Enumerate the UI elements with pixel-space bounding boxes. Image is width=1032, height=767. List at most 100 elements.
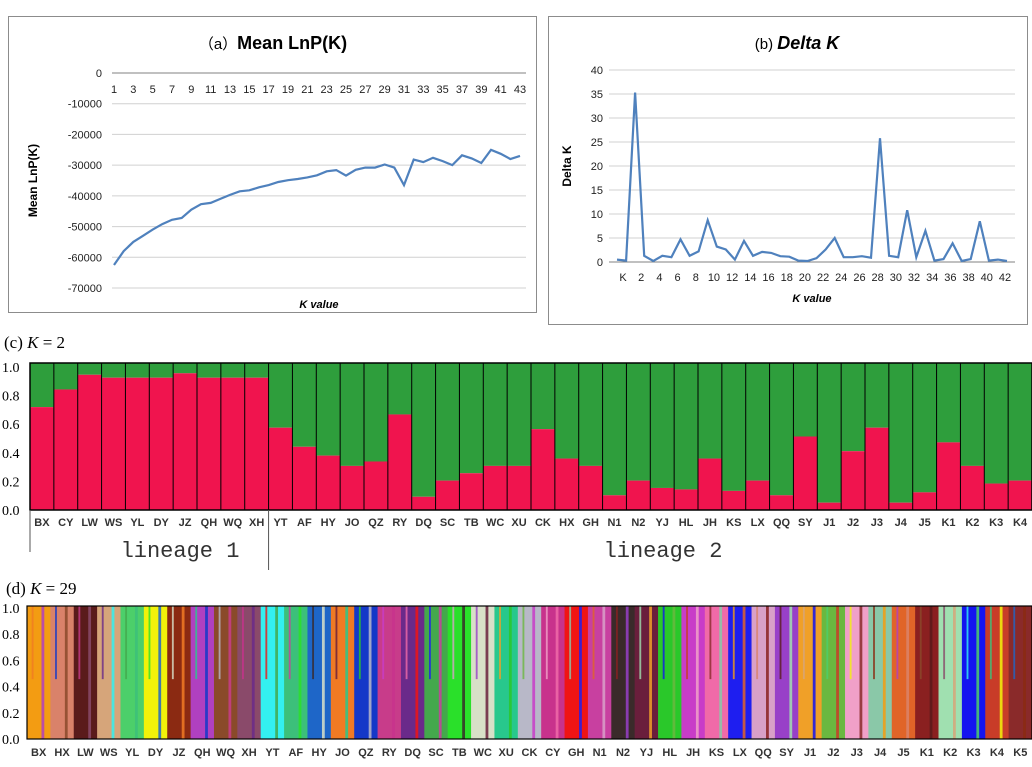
bar-green bbox=[459, 363, 484, 474]
panel-c-k2: (c) K = 2 1.0 0.8 0.6 0.4 0.2 0.0 BX CY LW WS YL DY J… bbox=[0, 328, 1032, 576]
cluster-bar bbox=[97, 606, 121, 739]
x-tick-label: 24 bbox=[835, 272, 847, 284]
cluster-bar-stripe bbox=[101, 606, 104, 680]
cluster-bar-stripe bbox=[429, 606, 431, 680]
panel-title: (d) K = 29 bbox=[6, 579, 77, 598]
cluster-bar-stripe bbox=[709, 606, 712, 680]
bar-red bbox=[30, 407, 55, 510]
cluster-bar bbox=[400, 606, 425, 739]
lineage-2-label: lineage 2 bbox=[604, 539, 723, 564]
cluster-bar bbox=[961, 606, 986, 739]
bar-red bbox=[101, 377, 126, 510]
category-label: SY bbox=[779, 747, 794, 759]
y-tick-label: -50000 bbox=[68, 222, 102, 234]
x-tick-label: 18 bbox=[781, 272, 793, 284]
y-tick-label: -30000 bbox=[68, 160, 102, 172]
bar-green bbox=[769, 363, 794, 496]
x-tick-label: 9 bbox=[188, 84, 194, 96]
category-label: K3 bbox=[989, 517, 1003, 529]
bar-red bbox=[197, 377, 222, 510]
cluster-bar-stripe bbox=[55, 606, 57, 680]
category-label: HX bbox=[54, 747, 70, 759]
panel-a-mean-lnp: （a）Mean LnP(K) 0 -10000 -20000 -30000 -40000 -… bbox=[8, 16, 537, 313]
cluster-bar-stripe bbox=[312, 606, 315, 680]
category-label: JZ bbox=[172, 747, 185, 759]
x-tick-label: 20 bbox=[799, 272, 811, 284]
cluster-bar bbox=[634, 606, 659, 739]
category-label: SC bbox=[440, 517, 455, 529]
bar-red bbox=[960, 465, 985, 510]
cluster-bar-stripe bbox=[639, 606, 642, 680]
x-tick-label: 36 bbox=[944, 272, 956, 284]
cluster-bar-stripe bbox=[392, 606, 395, 739]
cluster-bar-stripe bbox=[242, 606, 244, 680]
y-tick-label: 1.0 bbox=[2, 602, 20, 617]
bar-green bbox=[411, 363, 437, 497]
cluster-bar bbox=[658, 606, 682, 739]
category-label: GH bbox=[582, 517, 599, 529]
x-tick-label: 6 bbox=[675, 272, 681, 284]
cluster-bar bbox=[868, 606, 893, 739]
y-tick-label: -70000 bbox=[68, 283, 102, 295]
cluster-bar-stripe bbox=[195, 606, 198, 680]
category-label: J5 bbox=[897, 747, 909, 759]
x-tick-label: 33 bbox=[417, 84, 429, 96]
cluster-bar-stripe bbox=[625, 606, 629, 739]
cluster-bar-stripe bbox=[649, 606, 652, 739]
bar-green bbox=[793, 363, 818, 437]
x-tick-label: 17 bbox=[263, 84, 275, 96]
bar-green bbox=[197, 363, 222, 378]
bar-green bbox=[316, 363, 341, 456]
cluster-bar-stripe bbox=[812, 606, 816, 739]
category-label: WS bbox=[105, 517, 123, 529]
bar-red bbox=[745, 480, 771, 510]
category-label: K4 bbox=[1013, 517, 1028, 529]
cluster-bar-stripe bbox=[88, 606, 92, 739]
bar-red bbox=[888, 502, 914, 510]
cluster-bar-stripe bbox=[1013, 606, 1016, 680]
cluster-bar-stripe bbox=[321, 606, 325, 739]
bar-green bbox=[674, 363, 699, 490]
category-label: GH bbox=[568, 747, 585, 759]
category-label: XU bbox=[511, 517, 526, 529]
cluster-bar-stripe bbox=[976, 606, 980, 739]
bar-green bbox=[53, 363, 79, 390]
category-label: BX bbox=[34, 517, 50, 529]
cluster-bar-stripe bbox=[181, 606, 185, 739]
cluster-bar-stripe bbox=[732, 606, 735, 680]
cluster-bar bbox=[517, 606, 542, 739]
x-tick-label: 11 bbox=[205, 84, 216, 96]
category-label: QZ bbox=[358, 747, 374, 759]
cluster-bar bbox=[611, 606, 636, 739]
bar-green bbox=[220, 363, 246, 378]
category-label: BX bbox=[31, 747, 47, 759]
cluster-bar-stripe bbox=[966, 606, 969, 680]
x-tick-label: 8 bbox=[693, 272, 699, 284]
cluster-bar-stripe bbox=[462, 606, 465, 739]
category-label: K5 bbox=[1013, 747, 1027, 759]
bar-red bbox=[411, 496, 437, 510]
cluster-bar-stripe bbox=[499, 606, 501, 680]
category-label: QZ bbox=[368, 517, 384, 529]
bar-green bbox=[626, 363, 651, 481]
cluster-bar-stripe bbox=[508, 606, 512, 739]
cluster-bar-stripe bbox=[158, 606, 162, 739]
category-label: XH bbox=[241, 747, 256, 759]
y-tick-label: 5 bbox=[597, 233, 603, 245]
bar-red bbox=[483, 465, 508, 510]
cluster-bar-stripe bbox=[859, 606, 863, 739]
category-label: JO bbox=[335, 747, 350, 759]
category-label: J3 bbox=[851, 747, 863, 759]
category-label: K4 bbox=[990, 747, 1005, 759]
cluster-bar-stripe bbox=[485, 606, 489, 739]
category-label: QQ bbox=[755, 747, 773, 759]
category-label: LW bbox=[81, 517, 98, 529]
cluster-bar-stripe bbox=[148, 606, 151, 680]
bar-green bbox=[244, 363, 270, 378]
category-label: YL bbox=[125, 747, 139, 759]
y-tick-label: 35 bbox=[591, 89, 603, 101]
y-tick-label: 40 bbox=[591, 65, 603, 77]
category-label: J2 bbox=[847, 517, 859, 529]
bar-red bbox=[173, 373, 198, 510]
category-label: YL bbox=[130, 517, 144, 529]
